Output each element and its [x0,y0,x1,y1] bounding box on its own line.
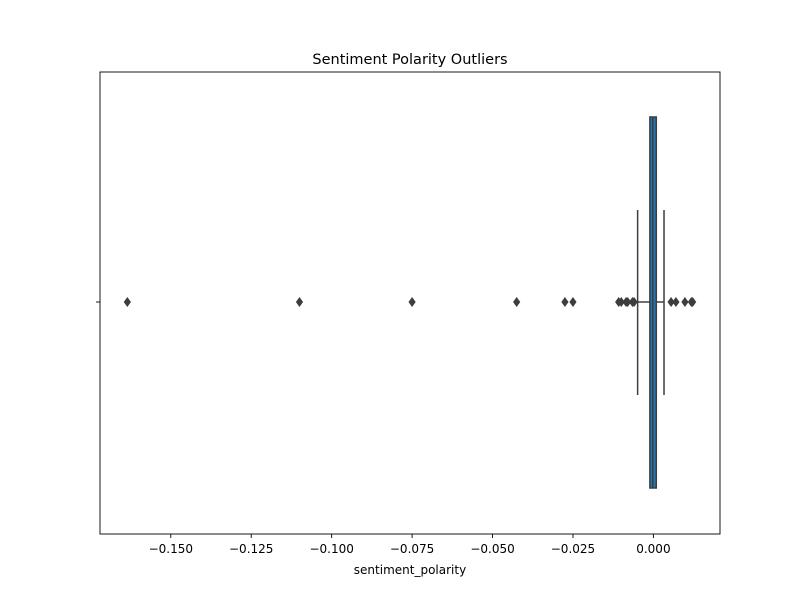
outlier-point [295,297,304,307]
x-axis: −0.150 −0.125 −0.100 −0.075 −0.050 −0.025 0.00… [149,534,671,556]
x-tick-label: −0.100 [309,542,353,556]
plot-area [123,116,697,489]
x-tick-label: −0.125 [229,542,273,556]
outlier-point [408,297,416,307]
outlier-point [513,297,521,307]
outlier-point [667,297,675,307]
x-tick-label: 0.000 [636,542,670,556]
outlier-point [561,297,569,307]
outlier-point [569,297,577,307]
outlier-point [123,297,131,307]
outlier-point [672,297,680,307]
outlier-point [617,297,625,307]
axes-frame [99,71,721,535]
x-tick-label: −0.025 [551,542,595,556]
outlier-point [624,297,632,307]
chart-title: Sentiment Polarity Outliers [312,52,507,68]
outlier-point [630,297,638,307]
x-tick-label: −0.150 [149,542,193,556]
x-tick-label: −0.050 [470,542,514,556]
x-tick-label: −0.075 [390,542,434,556]
outlier-point [689,297,697,307]
x-axis-title: sentiment_polarity [354,563,466,577]
outlier-point [681,297,689,307]
